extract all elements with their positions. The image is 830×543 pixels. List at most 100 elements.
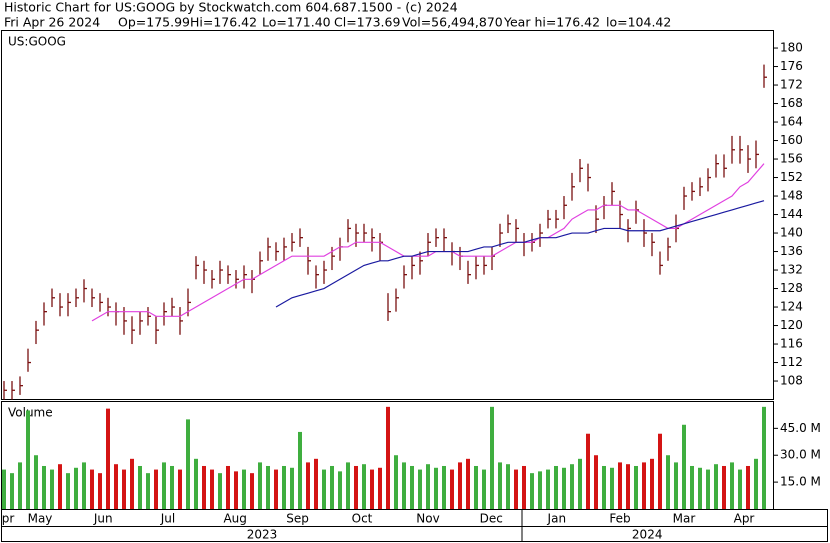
- volume-bar: [410, 465, 414, 509]
- volume-bar: [426, 464, 430, 509]
- year-label: 2024: [632, 528, 663, 542]
- moving-average: [91, 163, 765, 322]
- volume-bar: [674, 462, 678, 509]
- volume-bar: [626, 464, 630, 509]
- symbol-label: US:GOOG: [8, 35, 66, 49]
- x-tick-label: Dec: [480, 512, 503, 526]
- volume-bar: [154, 469, 158, 509]
- volume-bar: [194, 458, 198, 509]
- volume-bar: [418, 469, 422, 509]
- volume-bar: [482, 469, 486, 509]
- x-tick-label: pr: [2, 512, 15, 526]
- volume-bar: [330, 465, 334, 509]
- volume-bar: [250, 473, 254, 509]
- subtitle-item: Cl=173.69: [334, 15, 400, 30]
- volume-bar: [666, 455, 670, 509]
- volume-bar: [498, 462, 502, 509]
- y-tick-label: 108: [780, 374, 803, 388]
- volume-bar: [610, 467, 614, 509]
- y-tick-label: 124: [780, 300, 803, 314]
- x-tick-label: Oct: [352, 512, 373, 526]
- subtitle-item: lo=104.42: [606, 15, 671, 30]
- volume-bar: [754, 458, 758, 509]
- volume-bar: [578, 458, 582, 509]
- volume-bar: [618, 462, 622, 509]
- subtitle-item: Hi=176.42: [190, 15, 257, 30]
- volume-bar: [362, 464, 366, 509]
- volume-bar: [682, 424, 686, 509]
- volume-bar: [474, 465, 478, 509]
- volume-bar: [74, 467, 78, 509]
- subtitle-item: Year hi=176.42: [503, 15, 600, 30]
- x-tick-label: Sep: [286, 512, 309, 526]
- volume-bar: [698, 467, 702, 509]
- volume-bar: [2, 469, 6, 509]
- volume-bar: [274, 469, 278, 509]
- volume-bar: [338, 471, 342, 509]
- x-tick-label: Jan: [547, 512, 567, 526]
- y-tick-label: 112: [780, 355, 803, 369]
- volume-bar: [226, 465, 230, 509]
- volume-bar: [554, 465, 558, 509]
- volume-bar: [570, 464, 574, 509]
- y-tick-label: 156: [780, 152, 803, 166]
- volume-bar: [658, 433, 662, 509]
- volume-bar: [442, 465, 446, 509]
- volume-bar: [130, 458, 134, 509]
- y-tick-label: 164: [780, 115, 803, 129]
- y-tick-label: 120: [780, 318, 803, 332]
- y-tick-label: 132: [780, 263, 803, 277]
- volume-bar: [346, 462, 350, 509]
- y2-tick-label: 15.0 M: [780, 475, 821, 489]
- volume-bar: [530, 473, 534, 509]
- volume-bar: [546, 469, 550, 509]
- volume-bar: [602, 465, 606, 509]
- y-tick-label: 176: [780, 59, 803, 73]
- volume-bar: [634, 465, 638, 509]
- volume-bar: [178, 469, 182, 509]
- volume-bar: [106, 408, 110, 509]
- volume-bar: [114, 464, 118, 509]
- y-tick-label: 128: [780, 281, 803, 295]
- volume-bar: [266, 465, 270, 509]
- volume-bar: [690, 465, 694, 509]
- y-tick-label: 116: [780, 337, 803, 351]
- year-row: [1, 526, 828, 542]
- volume-bar: [650, 458, 654, 509]
- volume-bar: [730, 462, 734, 509]
- y-tick-label: 168: [780, 96, 803, 110]
- volume-bar: [82, 462, 86, 509]
- volume-bar: [282, 465, 286, 509]
- volume-bar: [746, 465, 750, 509]
- volume-bar: [58, 464, 62, 509]
- volume-bar: [466, 458, 470, 509]
- y-tick-label: 160: [780, 133, 803, 147]
- volume-bar: [434, 467, 438, 509]
- x-tick-label: Mar: [673, 512, 696, 526]
- x-tick-label: Feb: [609, 512, 630, 526]
- year-label: 2023: [247, 528, 278, 542]
- volume-bar: [98, 473, 102, 509]
- volume-bar: [506, 464, 510, 509]
- volume-bar: [386, 406, 390, 509]
- x-tick-label: Nov: [416, 512, 439, 526]
- y-tick-label: 136: [780, 244, 803, 258]
- y-tick-label: 152: [780, 170, 803, 184]
- y2-tick-label: 45.0 M: [780, 421, 821, 435]
- volume-bar: [218, 473, 222, 509]
- volume-bar: [66, 473, 70, 509]
- volume-bar: [298, 431, 302, 509]
- x-tick-label: Jun: [93, 512, 113, 526]
- volume-bar: [594, 455, 598, 509]
- x-tick-label: Apr: [734, 512, 755, 526]
- volume-bar: [290, 467, 294, 509]
- volume-bar: [122, 469, 126, 509]
- volume-bar: [26, 410, 30, 509]
- volume-bar: [34, 455, 38, 509]
- volume-bar: [562, 467, 566, 509]
- chart-title: Historic Chart for US:GOOG by Stockwatch…: [4, 0, 458, 15]
- volume-bar: [162, 462, 166, 509]
- volume-bar: [10, 473, 14, 509]
